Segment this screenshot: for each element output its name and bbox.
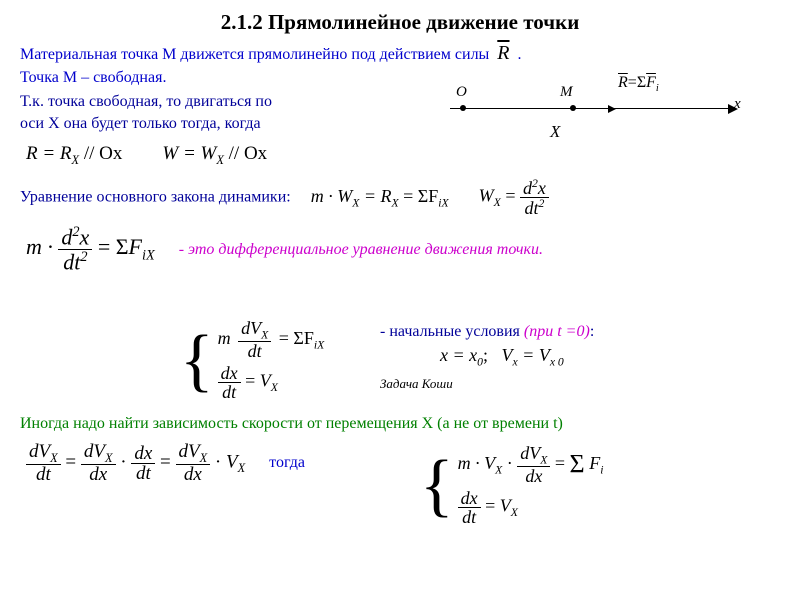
intro-text1-end: . [518, 46, 522, 63]
de-note: - это дифференциальное уравнение движени… [179, 241, 543, 258]
chain-rule: dVXdt = dVXdx · dxdt = dVXdx · VX тогда [20, 442, 305, 484]
m-label: M [560, 84, 573, 101]
main-de-line: m · d2xdt2 = ΣFiX - это дифференциальное… [20, 225, 780, 273]
wx-def: WX = d2xdt2 [479, 178, 549, 217]
sys1-row1: m dVXdt = ΣFiX [218, 319, 325, 360]
law-line: Уравнение основного закона динамики: m ·… [20, 178, 780, 217]
init-label: - начальные условия [380, 323, 520, 340]
init-cond: (при t =0) [524, 323, 590, 340]
main-de: m · d2xdt2 = ΣFiX [26, 225, 155, 273]
law-eq1: m · WX = RX = ΣFiX [311, 185, 449, 211]
eq-r: R = RX // Ox [26, 142, 122, 168]
sys2b-row2: dxdt = VX [458, 489, 604, 526]
then-label: тогда [269, 454, 305, 471]
origin-point [460, 105, 466, 111]
intro-line1: Материальная точка М движется прямолиней… [20, 41, 780, 66]
init-values: x = x0; Vx = Vx 0 [440, 344, 594, 370]
law-label: Уравнение основного закона динамики: [20, 189, 291, 206]
system-1: { m dVXdt = ΣFiX dxdt = VX [180, 315, 324, 405]
section-title: 2.1.2 Прямолинейное движение точки [20, 10, 780, 35]
x-below: X [550, 122, 560, 142]
axis-diagram: O M R=ΣFi x X [450, 72, 760, 132]
system-2: { m · VX · dVXdx = Σ Fi dxdt = VX [420, 440, 603, 530]
initial-cond-block: - начальные условия (при t =0): x = x0; … [380, 320, 594, 394]
rx-wx-line: R = RX // Ox W = WX // Ox [20, 142, 780, 168]
intro-text1: Материальная точка М движется прямолиней… [20, 46, 489, 63]
origin-label: O [456, 84, 467, 101]
cauchy-label: Задача Коши [380, 376, 594, 392]
eq-w: W = WX // Ox [162, 142, 267, 168]
x-axis-label: x [734, 96, 741, 113]
force-vector [576, 108, 610, 109]
r-eq-label: R=ΣFi [618, 74, 659, 94]
sys2b-row1: m · VX · dVXdx = Σ Fi [458, 444, 604, 485]
r-symbol: R [497, 42, 509, 64]
sys1-row2: dxdt = VX [218, 364, 325, 401]
green-note: Иногда надо найти зависимость скорости о… [20, 414, 563, 434]
